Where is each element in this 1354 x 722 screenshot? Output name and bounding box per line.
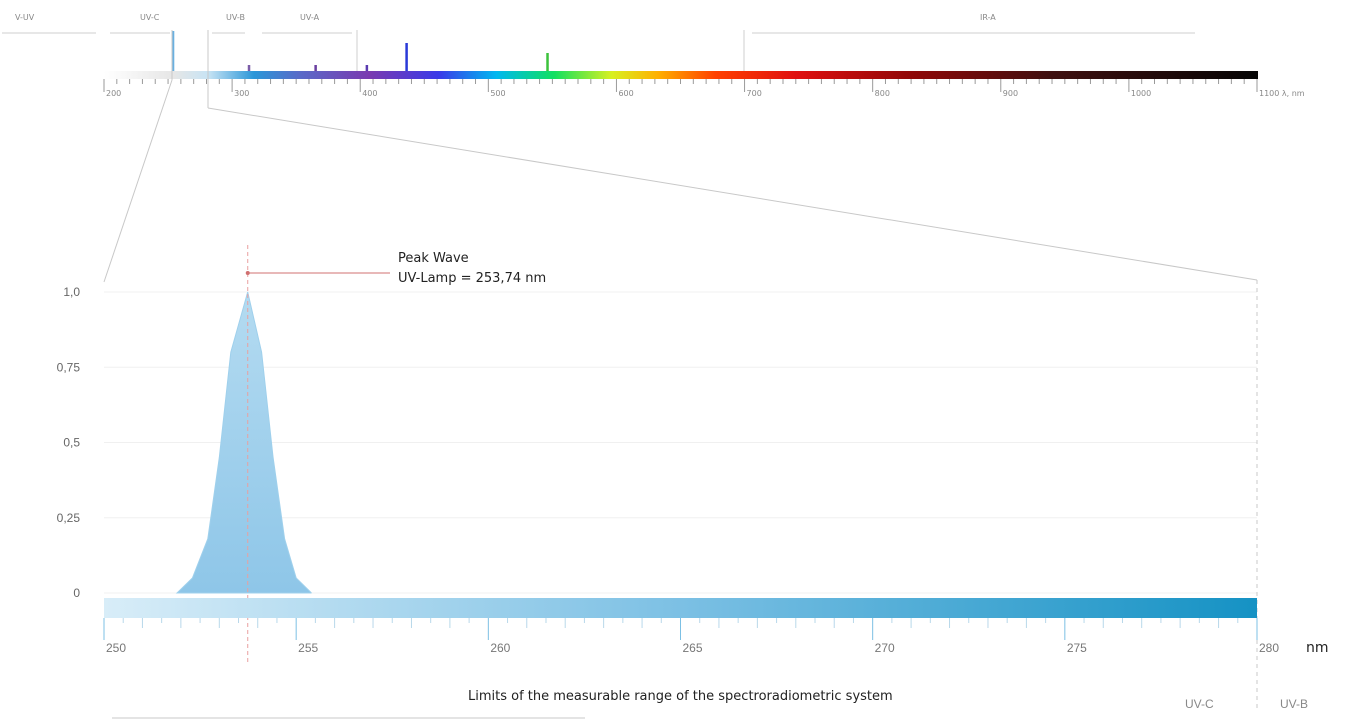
band-label: V-UV [15, 13, 35, 22]
range-caption: Limits of the measurable range of the sp… [468, 689, 893, 704]
overview-tick-label: 1100 λ, nm [1259, 89, 1305, 98]
wavelength-bar [104, 598, 1257, 618]
overview-line-markers [171, 31, 549, 71]
overview-spectrum-bar [104, 71, 1258, 79]
band-label: UV-C [140, 13, 160, 22]
x-tick-label: 265 [683, 641, 703, 655]
peak-area [175, 291, 312, 594]
overview-tick-label: 900 [1003, 89, 1018, 98]
overview-tick-label: 200 [106, 89, 121, 98]
y-tick-label: 0,75 [57, 360, 81, 374]
annotation-line-1: Peak Wave [398, 251, 469, 266]
overview-spectrum: V-UV UV-C UV-B UV-A IR-A 200 300 400 500 600 700 8… [2, 13, 1305, 98]
band-label-uv-c: UV-C [1185, 697, 1214, 711]
x-tick-label: 255 [298, 641, 318, 655]
overview-spectral-line [365, 65, 369, 71]
overview-tick-label: 500 [490, 89, 505, 98]
peak-annotation-dot [245, 271, 250, 275]
overview-spectral-line [546, 53, 549, 71]
band-label-uv-b: UV-B [1280, 697, 1308, 711]
x-axis-ticks [103, 618, 1258, 640]
overview-tick-label: 1000 [1131, 89, 1151, 98]
overview-tick-label: 300 [234, 89, 249, 98]
zoom-connector [103, 30, 1258, 283]
y-axis-labels: 0 0,25 0,5 0,75 1,0 [57, 285, 81, 600]
x-axis-unit: nm [1306, 640, 1329, 656]
y-tick-label: 0,25 [57, 511, 81, 525]
y-tick-label: 1,0 [63, 285, 80, 299]
band-label: UV-B [226, 13, 245, 22]
band-label: UV-A [300, 13, 320, 22]
x-tick-label: 260 [490, 641, 510, 655]
annotation-line-2: UV-Lamp = 253,74 nm [398, 271, 546, 286]
detail-plot: 0 0,25 0,5 0,75 1,0 Peak Wave UV-Lamp = 253,… [57, 245, 1329, 719]
overview-spectral-line [171, 31, 175, 71]
band-label: IR-A [980, 13, 996, 22]
overview-tick-label: 400 [362, 89, 377, 98]
overview-band-brackets: V-UV UV-C UV-B UV-A IR-A [2, 13, 1195, 72]
overview-tick-label: 800 [875, 89, 890, 98]
x-axis-labels: 250 255 260 265 270 275 280 [106, 641, 1279, 655]
overview-tick-label: 700 [747, 89, 762, 98]
x-tick-label: 270 [875, 641, 895, 655]
overview-ticks: 200 300 400 500 600 700 800 900 1000 1100 λ, nm [103, 79, 1305, 98]
x-tick-label: 280 [1259, 641, 1279, 655]
overview-spectral-line [314, 65, 317, 71]
overview-spectral-line [405, 43, 408, 71]
x-tick-label: 275 [1067, 641, 1087, 655]
y-tick-label: 0 [73, 586, 80, 600]
x-tick-label: 250 [106, 641, 126, 655]
overview-tick-label: 600 [618, 89, 633, 98]
y-tick-label: 0,5 [63, 436, 80, 450]
overview-spectral-line [247, 65, 251, 71]
